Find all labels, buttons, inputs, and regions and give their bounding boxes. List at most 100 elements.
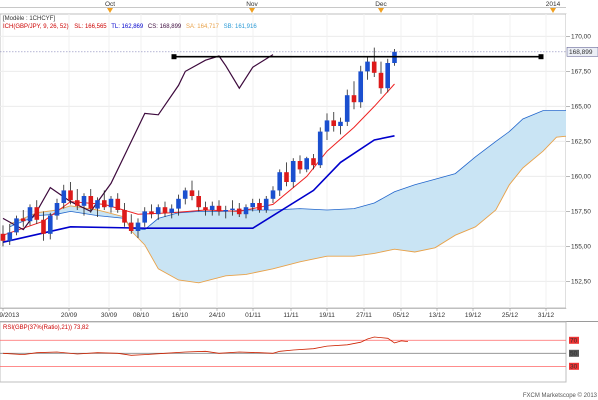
rsi-label: RSI(GBP(37%(Ratio),21)) 73,82 bbox=[3, 325, 89, 331]
price-tick-label: 165,00 bbox=[571, 104, 591, 111]
candle bbox=[14, 215, 19, 236]
candle-body bbox=[27, 207, 33, 222]
candle-body bbox=[331, 120, 336, 126]
candle-body bbox=[34, 207, 40, 220]
candle bbox=[135, 218, 141, 238]
last-price-box bbox=[566, 46, 598, 57]
legend-ichimoku-title: ICH(GBP/JPY, 9, 26, 52) bbox=[3, 24, 69, 30]
month-label-2014: 2014 bbox=[546, 1, 561, 8]
candle bbox=[162, 201, 168, 217]
candle bbox=[385, 58, 390, 93]
rsi-level-30-marker bbox=[569, 362, 579, 370]
candle-body bbox=[115, 198, 121, 210]
candle bbox=[317, 127, 323, 168]
candle-body bbox=[169, 208, 174, 213]
candle bbox=[216, 200, 222, 216]
candle-body bbox=[344, 95, 350, 122]
candle-body bbox=[196, 196, 201, 208]
rsi-level-50-marker bbox=[569, 349, 579, 357]
candle bbox=[236, 203, 242, 217]
date-tick-label: 24/10 bbox=[209, 312, 226, 319]
date-axis[interactable]: 05/09/2013 20/09 30/09 08/10 16/10 24/10 01/11… bbox=[0, 308, 566, 319]
candle bbox=[142, 207, 147, 227]
candle bbox=[270, 186, 276, 203]
candle-body bbox=[142, 211, 147, 223]
price-axis-background bbox=[566, 14, 598, 308]
month-label-oct: Oct bbox=[105, 1, 115, 8]
month-marker-dec[interactable] bbox=[378, 8, 384, 13]
candle-body bbox=[250, 203, 255, 208]
month-marker-2014[interactable] bbox=[550, 8, 556, 13]
candle-body bbox=[102, 200, 107, 208]
candle bbox=[81, 193, 87, 216]
candle-body bbox=[230, 208, 235, 210]
candle-body bbox=[41, 219, 46, 234]
rsi-frame bbox=[0, 321, 567, 383]
candle-body bbox=[88, 196, 94, 209]
candle bbox=[115, 193, 121, 213]
month-marker-oct[interactable] bbox=[107, 8, 113, 13]
date-tick-label: 30/09 bbox=[101, 312, 118, 319]
candle-body bbox=[61, 190, 67, 203]
price-plot-area[interactable]: [Modèle : 1CHCYF] ICH(GBP/JPY, 9, 26, 52… bbox=[0, 13, 571, 309]
candle-body bbox=[257, 203, 262, 210]
resistance-line-handle-right[interactable] bbox=[538, 54, 544, 60]
candle bbox=[351, 81, 357, 110]
candle-body bbox=[75, 200, 80, 206]
candle bbox=[230, 200, 235, 216]
candle bbox=[263, 196, 269, 213]
candle bbox=[338, 117, 343, 135]
resistance-line-handle-left[interactable] bbox=[171, 54, 177, 60]
candle bbox=[75, 189, 80, 210]
candle-body bbox=[297, 161, 303, 170]
candle bbox=[169, 204, 174, 219]
candle bbox=[88, 189, 94, 213]
candle-body bbox=[0, 233, 6, 241]
date-tick-label: 19/11 bbox=[319, 312, 335, 319]
candle bbox=[61, 184, 67, 209]
price-tick-label: 155,00 bbox=[571, 244, 591, 251]
candle-body bbox=[216, 205, 222, 212]
candle bbox=[122, 203, 127, 227]
candle bbox=[324, 113, 330, 140]
candle bbox=[344, 89, 350, 126]
legend-tl: TL: 162,869 bbox=[111, 24, 144, 30]
candle bbox=[371, 47, 377, 77]
candle-body bbox=[378, 72, 384, 89]
legend-ichimoku: ICH(GBP/JPY, 9, 26, 52) SL: 166,565 TL: … bbox=[3, 24, 257, 30]
date-tick-label: 25/12 bbox=[502, 312, 519, 319]
legend-cs: CS: 168,899 bbox=[148, 24, 182, 30]
date-tick-label: 31/12 bbox=[538, 312, 555, 319]
resistance-line[interactable] bbox=[171, 54, 544, 60]
month-label-nov: Nov bbox=[246, 1, 258, 8]
candle bbox=[68, 182, 73, 205]
senkou-span-a-line bbox=[9, 135, 571, 284]
rsi-panel[interactable]: RSI(GBP(37%(Ratio),21)) 73,82 70 50 30 bbox=[0, 321, 598, 383]
legend-sa: SA: 164,717 bbox=[186, 24, 220, 30]
candle bbox=[54, 198, 60, 220]
month-marker-nov[interactable] bbox=[249, 8, 255, 13]
candle bbox=[243, 204, 249, 219]
price-axis[interactable]: 170,00 167,50 165,00 162,50 160,00 157,50 155,… bbox=[566, 14, 598, 308]
candle bbox=[102, 190, 107, 210]
candle bbox=[277, 169, 282, 196]
candle-body bbox=[351, 95, 357, 103]
rsi-level-70-label: 70 bbox=[570, 338, 578, 345]
candle bbox=[0, 225, 6, 247]
candle-body bbox=[277, 172, 282, 191]
candle-body bbox=[176, 198, 181, 209]
candle-body bbox=[149, 211, 154, 215]
candle-body bbox=[81, 196, 87, 206]
candle-body bbox=[128, 222, 134, 231]
date-tick-label: 13/12 bbox=[429, 312, 446, 319]
candle-body bbox=[14, 218, 19, 233]
legend-model: [Modèle : 1CHCYF] bbox=[3, 16, 55, 22]
price-tick-label: 160,00 bbox=[571, 174, 591, 181]
candle bbox=[297, 155, 303, 174]
date-tick-label: 05/09/2013 bbox=[0, 312, 20, 319]
candle bbox=[203, 201, 208, 216]
candle bbox=[189, 180, 195, 201]
price-tick-label: 170,00 bbox=[571, 34, 591, 41]
